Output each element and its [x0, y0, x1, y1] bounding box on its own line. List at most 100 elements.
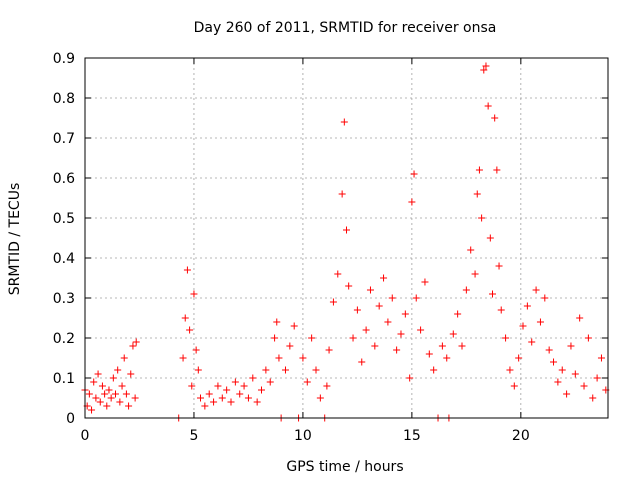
y-tick-label: 0.7 — [53, 131, 75, 147]
data-point — [523, 302, 531, 310]
data-point — [316, 394, 324, 402]
data-point — [353, 306, 361, 314]
data-point — [122, 390, 130, 398]
data-point — [258, 386, 266, 394]
data-point — [484, 102, 492, 110]
data-point — [528, 338, 536, 346]
data-point — [299, 354, 307, 362]
data-point — [329, 298, 337, 306]
x-axis-label: GPS time / hours — [286, 459, 403, 475]
data-point — [325, 346, 333, 354]
data-point — [362, 326, 370, 334]
data-point — [421, 278, 429, 286]
data-point — [358, 358, 366, 366]
y-tick-label: 0.3 — [53, 291, 75, 307]
ticks: 0 0.1 0.2 0.3 0.4 0.5 0.6 0.7 0.8 0.9 0 5 10 15 20 — [53, 51, 608, 444]
data-point — [458, 342, 466, 350]
data-point — [214, 382, 222, 390]
data-point — [218, 394, 226, 402]
data-point — [497, 306, 505, 314]
data-point — [308, 334, 316, 342]
data-point — [375, 302, 383, 310]
data-point — [519, 322, 527, 330]
data-point — [454, 310, 462, 318]
data-point — [88, 406, 96, 414]
chart-title: Day 260 of 2011, SRMTID for receiver ons… — [194, 20, 497, 36]
data-point — [85, 390, 93, 398]
data-point — [563, 390, 571, 398]
data-point — [408, 198, 416, 206]
y-tick-label: 0.9 — [53, 51, 75, 67]
data-point — [223, 386, 231, 394]
data-point — [495, 262, 503, 270]
data-point — [449, 330, 457, 338]
data-point — [186, 326, 194, 334]
data-point — [118, 382, 126, 390]
data-point — [380, 274, 388, 282]
data-point — [290, 322, 298, 330]
data-point — [190, 290, 198, 298]
data-point — [384, 318, 392, 326]
data-point — [338, 190, 346, 198]
data-point — [196, 394, 204, 402]
data-point — [438, 342, 446, 350]
data-point — [541, 294, 549, 302]
data-point — [417, 326, 425, 334]
data-point — [554, 378, 562, 386]
data-point — [266, 378, 274, 386]
y-tick-label: 0.6 — [53, 171, 75, 187]
y-tick-label: 0.4 — [53, 251, 75, 267]
data-point — [371, 342, 379, 350]
data-point — [116, 398, 124, 406]
data-point — [393, 346, 401, 354]
data-point — [486, 234, 494, 242]
data-point — [94, 370, 102, 378]
data-point — [201, 402, 209, 410]
data-point — [345, 282, 353, 290]
data-point — [92, 394, 100, 402]
data-point — [227, 398, 235, 406]
data-point — [576, 314, 584, 322]
data-point — [181, 314, 189, 322]
data-point — [597, 354, 605, 362]
y-axis-label: SRMTID / TECUs — [7, 183, 23, 296]
data-point — [125, 402, 133, 410]
data-point — [506, 366, 514, 374]
data-point — [401, 310, 409, 318]
data-point — [103, 402, 111, 410]
data-point — [425, 350, 433, 358]
data-point — [275, 354, 283, 362]
data-point — [188, 382, 196, 390]
grid — [85, 58, 608, 418]
data-point — [366, 286, 374, 294]
data-point — [249, 374, 257, 382]
data-point — [406, 374, 414, 382]
data-point — [107, 394, 115, 402]
data-point — [183, 266, 191, 274]
data-point — [593, 374, 601, 382]
data-point — [109, 374, 117, 382]
data-point — [349, 334, 357, 342]
data-point — [192, 346, 200, 354]
data-point — [493, 166, 501, 174]
y-tick-label: 0.8 — [53, 91, 75, 107]
data-point — [480, 66, 488, 74]
data-point — [515, 354, 523, 362]
plot-frame — [84, 57, 609, 419]
x-tick-label: 10 — [294, 428, 312, 444]
data-point — [312, 366, 320, 374]
x-tick-label: 0 — [81, 428, 90, 444]
data-point — [281, 366, 289, 374]
data-point — [567, 342, 575, 350]
data-point — [473, 190, 481, 198]
data-point — [412, 294, 420, 302]
y-tick-label: 0.1 — [53, 371, 75, 387]
data-point — [131, 394, 139, 402]
data-point — [491, 114, 499, 122]
data-point — [502, 334, 510, 342]
data-point — [98, 382, 106, 390]
data-point — [462, 286, 470, 294]
data-point — [478, 214, 486, 222]
data-point — [443, 354, 451, 362]
